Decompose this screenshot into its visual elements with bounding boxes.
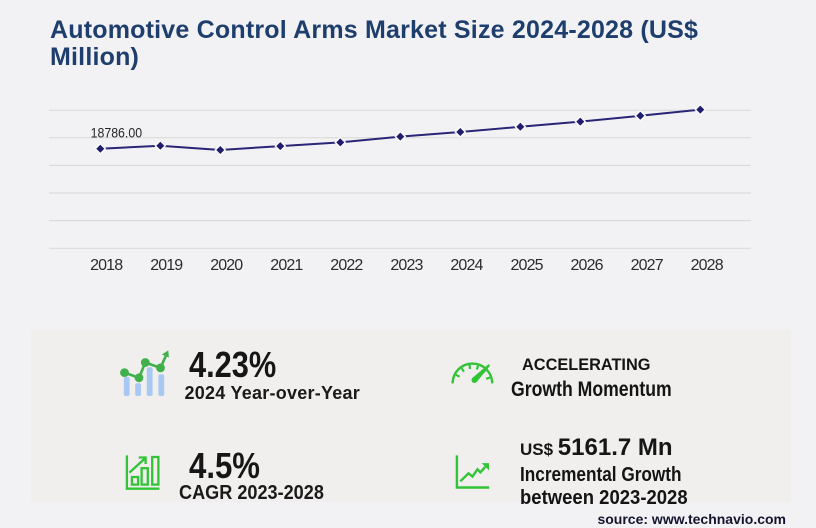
svg-text:2018: 2018 bbox=[90, 257, 123, 274]
svg-text:2028: 2028 bbox=[691, 257, 724, 274]
svg-text:2023: 2023 bbox=[390, 257, 423, 274]
svg-text:2019: 2019 bbox=[150, 257, 183, 274]
svg-text:2022: 2022 bbox=[330, 257, 363, 274]
svg-text:18786.00: 18786.00 bbox=[91, 124, 143, 140]
svg-text:2027: 2027 bbox=[631, 257, 664, 274]
svg-text:2020: 2020 bbox=[210, 257, 243, 274]
svg-text:2024: 2024 bbox=[450, 257, 483, 274]
svg-text:2021: 2021 bbox=[270, 257, 303, 274]
svg-text:2026: 2026 bbox=[571, 257, 604, 274]
svg-text:2025: 2025 bbox=[511, 257, 544, 274]
